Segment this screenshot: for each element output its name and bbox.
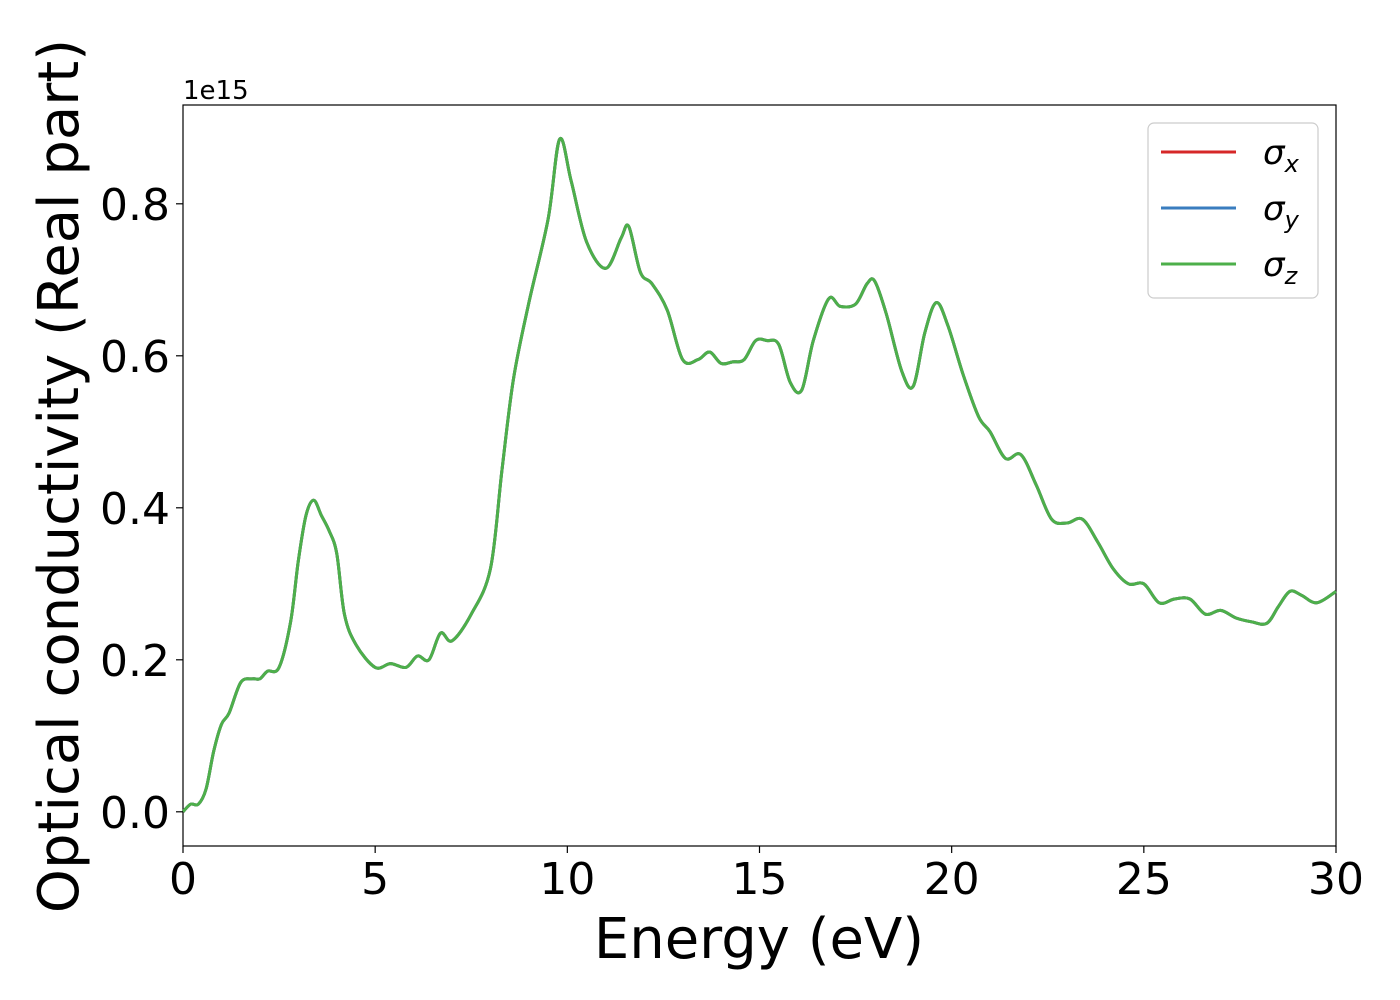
y-tick-label: 0.6 <box>100 332 170 383</box>
legend-label-y: σy <box>1263 189 1300 234</box>
x-tick-label: 5 <box>361 854 389 905</box>
y-ticks: 0.0 0.2 0.4 0.6 0.8 <box>100 180 183 839</box>
y-tick-label: 0.2 <box>100 636 170 687</box>
series-line-z <box>181 136 1337 813</box>
y-tick-label: 0.0 <box>100 788 170 839</box>
y-offset-label: 1e15 <box>183 76 249 106</box>
x-tick-label: 0 <box>169 854 197 905</box>
x-tick-label: 15 <box>732 854 788 905</box>
series-lines <box>181 136 1337 813</box>
x-tick-label: 10 <box>539 854 595 905</box>
x-tick-label: 20 <box>924 854 980 905</box>
x-axis-label: Energy (eV) <box>594 907 924 972</box>
y-axis-label: Optical conductivity (Real part) <box>27 39 92 913</box>
x-tick-label: 30 <box>1308 854 1364 905</box>
y-tick-label: 0.8 <box>100 180 170 231</box>
y-tick-label: 0.4 <box>100 484 170 535</box>
x-tick-label: 25 <box>1116 854 1172 905</box>
legend-label-x: σx <box>1263 133 1300 178</box>
x-ticks: 0 5 10 15 20 25 30 <box>169 846 1364 905</box>
legend-box <box>1147 122 1319 299</box>
